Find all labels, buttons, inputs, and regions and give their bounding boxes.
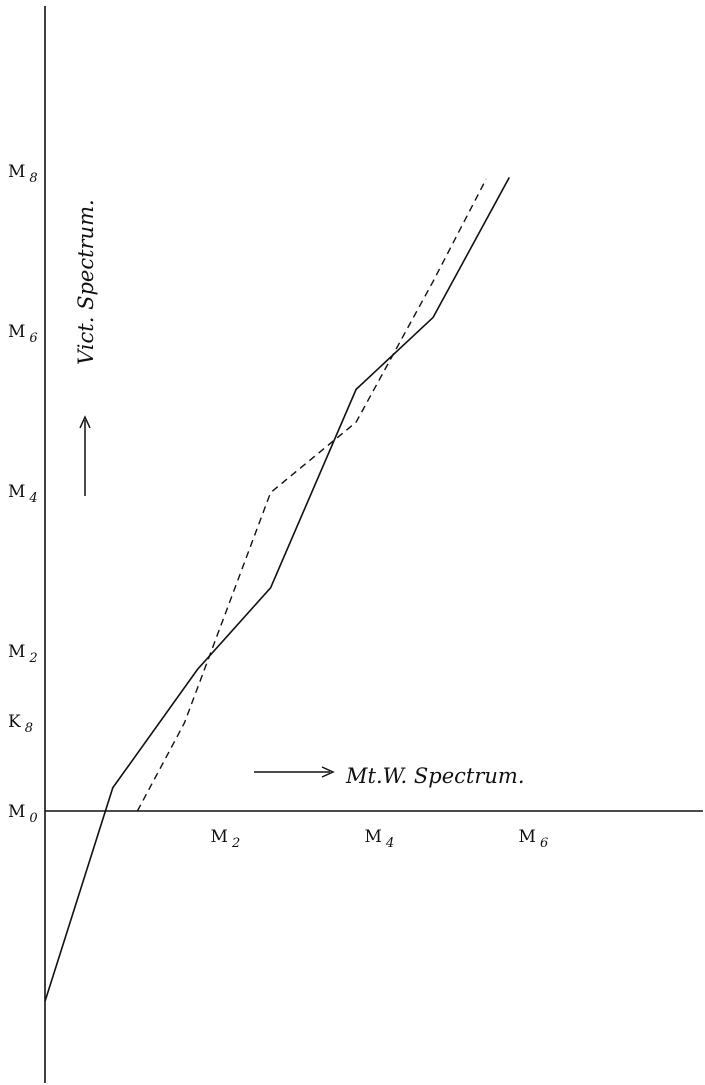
y-tick-label-m0-subscript: 0	[29, 811, 37, 826]
axis-labels: Mt.W. Spectrum. Vict. Spectrum.	[74, 199, 525, 788]
series-line-dashed	[136, 178, 487, 812]
x-arrow-head	[321, 766, 335, 778]
y-tick-label-m4-letter: M	[8, 482, 25, 502]
y-tick-label-m6-subscript: 6	[29, 331, 37, 346]
y-tick-label-m2-letter: M	[8, 642, 25, 662]
y-tick-label-k8-subscript: 8	[25, 721, 33, 736]
x-tick-label-m4-letter: M	[365, 827, 382, 847]
series-line-solid	[44, 177, 511, 1002]
y-axis-label: Vict. Spectrum.	[74, 199, 98, 365]
y-tick-label-m0-letter: M	[8, 802, 25, 822]
y-tick-label-m8-subscript: 8	[29, 171, 37, 186]
y-tick-label-m4-subscript: 4	[28, 491, 37, 506]
x-tick-label-m2-letter: M	[211, 827, 228, 847]
series-layer	[44, 177, 511, 1002]
x-tick-label-m6-subscript: 6	[540, 836, 548, 851]
axis-arrows	[79, 415, 335, 778]
x-tick-label-m4-subscript: 4	[385, 836, 394, 851]
y-tick-label-k8-letter: K	[8, 712, 21, 732]
y-arrow-head	[79, 415, 91, 429]
tick-labels: M 8M 6M 4M 2M 0K 8M 2 M 4 M 6	[8, 162, 548, 851]
y-tick-label-m8-letter: M	[8, 162, 25, 182]
axes	[44, 6, 703, 1083]
y-tick-label-m6-letter: M	[8, 322, 25, 342]
y-tick-label-m2-subscript: 2	[28, 651, 37, 666]
x-tick-label-m6-letter: M	[519, 827, 536, 847]
x-tick-label-m2-subscript: 2	[231, 836, 240, 851]
x-axis-label: Mt.W. Spectrum.	[345, 764, 525, 788]
